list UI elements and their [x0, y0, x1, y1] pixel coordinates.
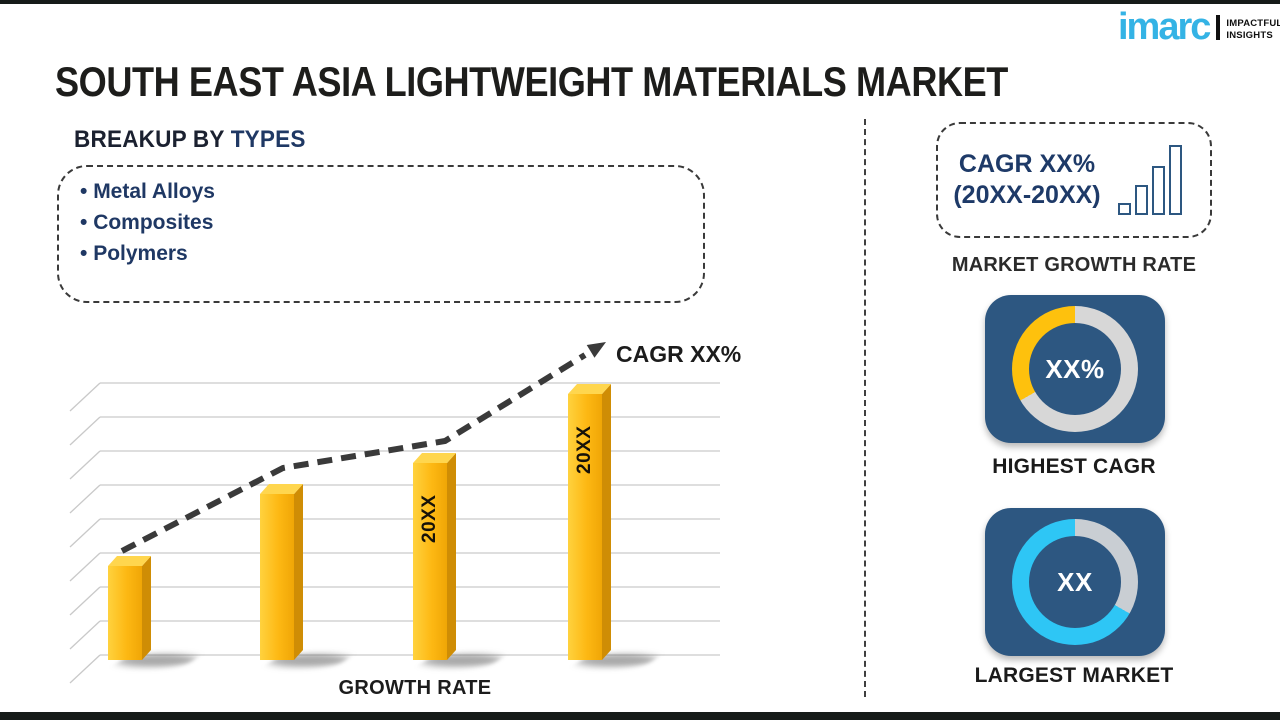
highest-cagr-caption: HIGHEST CAGR	[992, 455, 1156, 478]
mini-bar	[1118, 203, 1131, 215]
bar-3: 20XX	[413, 453, 457, 660]
breakup-heading: BREAKUP BY TYPES	[74, 126, 306, 154]
mini-bar	[1135, 185, 1148, 215]
breakup-types-list: Metal Alloys Composites Polymers	[80, 176, 215, 269]
logo-tagline-line2: INSIGHTS	[1226, 29, 1273, 41]
bar-front-face	[108, 566, 142, 660]
breakup-item-composites: Composites	[80, 207, 215, 238]
top-border	[0, 0, 1280, 4]
breakup-types-box	[57, 165, 705, 303]
cagr-value-line2: (20XX-20XX)	[953, 181, 1101, 209]
highest-cagr-card: XX%	[985, 295, 1165, 443]
bar-1	[108, 556, 152, 660]
logo-tagline: IMPACTFUL INSIGHTS	[1226, 18, 1280, 41]
breakup-item-polymers: Polymers	[80, 238, 215, 269]
breakup-heading-highlight: TYPES	[230, 126, 306, 153]
logo-wordmark: imarc	[1118, 6, 1211, 48]
logo-divider	[1216, 15, 1221, 41]
chart-grid	[69, 382, 720, 684]
section-divider	[864, 119, 866, 697]
cagr-trend-label: CAGR XX%	[616, 341, 742, 367]
largest-market-card: XX	[985, 508, 1165, 656]
cagr-value-line1: CAGR XX%	[958, 149, 1096, 178]
x-axis-label: GROWTH RATE	[338, 677, 492, 699]
highest-cagr-value: XX%	[1045, 353, 1105, 384]
imarc-logo: imarc IMPACTFUL INSIGHTS	[1118, 6, 1280, 48]
logo-tagline-line1: IMPACTFUL	[1226, 18, 1280, 30]
bottom-border	[0, 712, 1280, 720]
breakup-heading-prefix: BREAKUP BY	[74, 126, 225, 153]
highest-cagr-donut-chart: XX%	[1012, 306, 1138, 432]
largest-market-caption: LARGEST MARKET	[974, 664, 1174, 687]
mini-bar	[1169, 145, 1182, 215]
mini-bar	[1152, 166, 1165, 215]
cagr-value-text: CAGR XX% (20XX-20XX)	[938, 149, 1116, 212]
ascending-bars-icon	[1118, 145, 1182, 215]
bar-front-face	[413, 463, 447, 660]
bar-front-face	[568, 394, 602, 660]
market-growth-rate-caption: MARKET GROWTH RATE	[951, 254, 1197, 276]
page-title: SOUTH EAST ASIA LIGHTWEIGHT MATERIALS MA…	[55, 58, 1008, 105]
growth-rate-bar-chart: 20XX 20XX CAGR XX% GROWTH RATE	[65, 340, 775, 720]
market-growth-rate-box: CAGR XX% (20XX-20XX)	[936, 122, 1212, 238]
trend-arrow	[120, 342, 606, 554]
bar-2	[260, 484, 304, 660]
breakup-item-metal-alloys: Metal Alloys	[80, 176, 215, 207]
largest-market-donut-chart: XX	[1012, 519, 1138, 645]
bar-front-face	[260, 494, 294, 660]
largest-market-value: XX	[1057, 566, 1093, 597]
bar-4: 20XX	[568, 384, 612, 660]
